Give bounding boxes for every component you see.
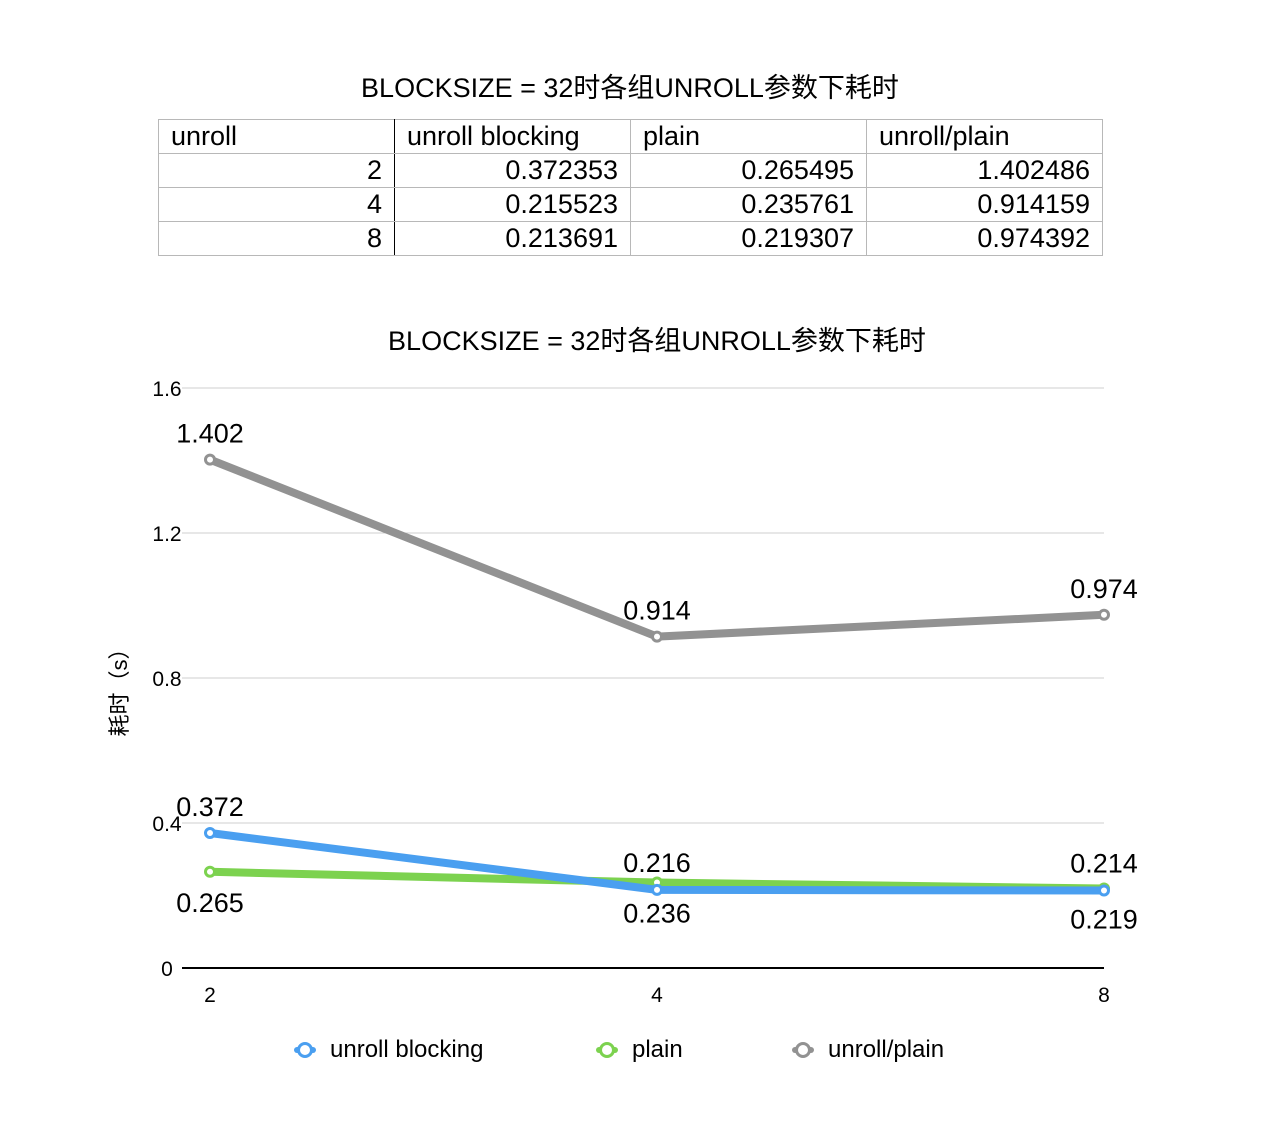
table-cell: 0.914159	[866, 187, 1103, 222]
x-tick-labels: 2 4 8	[204, 984, 1110, 1007]
data-point	[651, 630, 663, 643]
table-cell: 4	[158, 187, 395, 222]
legend-label: unroll blocking	[330, 1036, 484, 1063]
x-tick-label: 4	[651, 984, 663, 1007]
table-cell: 0.265495	[630, 153, 867, 188]
y-axis-label: 耗时（s）	[107, 637, 132, 736]
table-row: 4 0.215523 0.235761 0.914159	[158, 187, 1103, 222]
data-label: 1.402	[176, 419, 244, 449]
table-header-cell: unroll	[158, 119, 395, 154]
table-cell: 0.372353	[394, 153, 631, 188]
table-cell: 0.235761	[630, 187, 867, 222]
data-point	[204, 865, 216, 878]
table-cell: 0.974392	[866, 221, 1103, 256]
legend-label: unroll/plain	[828, 1036, 945, 1063]
series-lines	[204, 453, 1110, 897]
line-chart: BLOCKSIZE = 32时各组UNROLL参数下耗时 耗时（s） 00.40…	[107, 326, 1138, 1007]
data-labels: 0.372 0.216 0.214 0.265 0.236 0.219 1.402 0.914…	[176, 419, 1138, 935]
data-label: 0.214	[1070, 849, 1138, 879]
data-label: 0.216	[623, 848, 691, 878]
legend-label: plain	[632, 1036, 683, 1063]
table-title: BLOCKSIZE = 32时各组UNROLL参数下耗时	[361, 73, 899, 103]
data-label: 0.236	[623, 899, 691, 929]
y-tick-label: 1.2	[152, 523, 181, 546]
table-cell: 0.215523	[394, 187, 631, 222]
data-label: 0.219	[1070, 905, 1138, 935]
data-label: 0.372	[176, 792, 244, 822]
table-row: 2 0.372353 0.265495 1.402486	[158, 153, 1103, 188]
data-point	[204, 453, 216, 466]
data-label: 0.974	[1070, 574, 1138, 604]
y-tick-label: 0	[161, 958, 173, 981]
chart-title: BLOCKSIZE = 32时各组UNROLL参数下耗时	[388, 326, 926, 356]
table-row: 8 0.213691 0.219307 0.974392	[158, 221, 1103, 256]
legend-item-unroll-plain: unroll/plain	[792, 1036, 944, 1064]
y-tick-label: 1.6	[152, 378, 181, 401]
grid-lines	[182, 387, 1104, 969]
data-point	[651, 883, 663, 896]
legend-item-plain: plain	[596, 1036, 683, 1064]
legend: unroll blocking plain unroll/plain	[0, 1036, 1288, 1066]
table-cell: 2	[158, 153, 395, 188]
y-tick-label: 0.8	[152, 668, 181, 691]
y-tick-labels: 0 0.4 0.8 1.2 1.6	[152, 378, 182, 981]
data-point	[1098, 608, 1110, 621]
legend-marker-icon	[792, 1042, 814, 1058]
data-label: 0.914	[623, 596, 691, 626]
table-cell: 0.213691	[394, 221, 631, 256]
data-point	[204, 827, 216, 840]
table-header-row: unroll unroll blocking plain unroll/plai…	[158, 119, 1103, 154]
data-point	[1098, 884, 1110, 897]
legend-marker-icon	[596, 1042, 618, 1058]
table-cell: 8	[158, 221, 395, 256]
legend-marker-icon	[294, 1042, 316, 1058]
table-header-cell: unroll/plain	[866, 119, 1103, 154]
data-label: 0.265	[176, 888, 244, 918]
x-tick-label: 2	[204, 984, 216, 1007]
table-header-cell: unroll blocking	[394, 119, 631, 154]
table-header-cell: plain	[630, 119, 867, 154]
table-cell: 0.219307	[630, 221, 867, 256]
y-tick-label: 0.4	[152, 813, 182, 836]
table-cell: 1.402486	[866, 153, 1103, 188]
legend-item-unroll-blocking: unroll blocking	[294, 1036, 483, 1064]
data-table: unroll unroll blocking plain unroll/plai…	[158, 119, 1103, 256]
x-tick-label: 8	[1098, 984, 1110, 1007]
